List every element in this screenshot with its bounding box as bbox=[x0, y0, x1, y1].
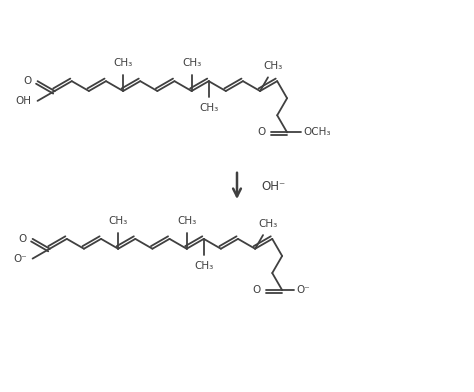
Text: O: O bbox=[23, 76, 32, 86]
Text: OH: OH bbox=[16, 96, 32, 106]
Text: CH₃: CH₃ bbox=[194, 261, 213, 271]
Text: O: O bbox=[257, 127, 265, 137]
Text: CH₃: CH₃ bbox=[113, 58, 133, 68]
Text: O: O bbox=[252, 285, 260, 295]
Text: CH₃: CH₃ bbox=[182, 58, 201, 68]
Text: CH₃: CH₃ bbox=[177, 216, 196, 226]
Text: CH₃: CH₃ bbox=[109, 216, 128, 226]
Text: OH⁻: OH⁻ bbox=[262, 180, 286, 192]
Text: O: O bbox=[18, 234, 27, 244]
Text: OCH₃: OCH₃ bbox=[303, 127, 331, 137]
Text: CH₃: CH₃ bbox=[263, 62, 283, 71]
Text: O⁻: O⁻ bbox=[296, 285, 310, 295]
Text: CH₃: CH₃ bbox=[258, 219, 278, 229]
Text: O⁻: O⁻ bbox=[13, 254, 27, 263]
Text: CH₃: CH₃ bbox=[199, 103, 219, 113]
